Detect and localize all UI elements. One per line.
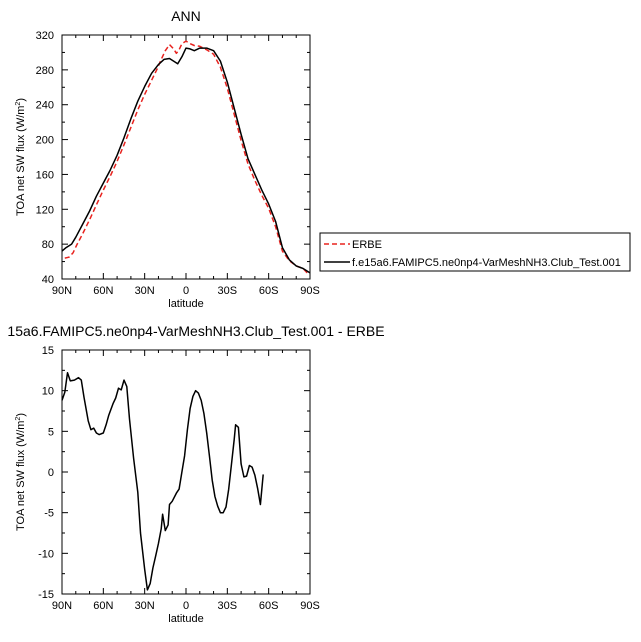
y-tick-label: 80 <box>42 239 54 251</box>
y-axis-label: TOA net SW flux (W/m2) <box>15 98 27 216</box>
plot-frame <box>61 349 311 595</box>
y-tick-label: 200 <box>36 135 54 147</box>
x-axis-label: latitude <box>168 613 203 625</box>
series-line-difference <box>61 372 264 591</box>
legend-label-model: f.e15a6.FAMIPC5.ne0np4-VarMeshNH3.Club_T… <box>352 257 621 269</box>
x-tick-label: 90N <box>52 600 72 612</box>
x-tick-label: 30N <box>135 285 155 297</box>
legend-label-erbe: ERBE <box>352 239 382 251</box>
y-axis-label-close: ) <box>15 98 27 102</box>
y-tick-label: 40 <box>42 274 54 286</box>
y-axis-label-text: TOA net SW flux (W/m <box>15 106 27 216</box>
chart-title: 15a6.FAMIPC5.ne0np4-VarMeshNH3.Club_Test… <box>7 323 384 339</box>
y-tick-label: -10 <box>38 548 54 560</box>
plot-frame <box>61 34 311 280</box>
y-axis-label-close: ) <box>15 413 27 417</box>
y-tick-label: 160 <box>36 169 54 181</box>
y-tick-label: 5 <box>48 426 54 438</box>
y-axis-label-text: TOA net SW flux (W/m <box>15 421 27 531</box>
y-tick-label: -15 <box>38 589 54 601</box>
x-tick-label: 0 <box>183 285 189 297</box>
x-tick-label: 30S <box>218 285 238 297</box>
x-tick-label: 30S <box>218 600 238 612</box>
y-axis-label-superscript: 2 <box>15 417 22 421</box>
y-axis-label-superscript: 2 <box>15 102 22 106</box>
x-tick-label: 90S <box>300 285 320 297</box>
x-tick-label: 60S <box>259 285 279 297</box>
y-tick-label: 10 <box>42 386 54 398</box>
chart-legend: ERBE f.e15a6.FAMIPC5.ne0np4-VarMeshNH3.Cl… <box>319 232 631 272</box>
y-tick-label: 240 <box>36 100 54 112</box>
y-tick-label: -5 <box>44 508 54 520</box>
y-tick-label: 320 <box>36 30 54 42</box>
y-tick-label: 0 <box>48 467 54 479</box>
x-tick-label: 0 <box>183 600 189 612</box>
y-tick-label: 15 <box>42 345 54 357</box>
x-tick-label: 30N <box>135 600 155 612</box>
x-tick-label: 90N <box>52 285 72 297</box>
series-line-erbe <box>64 40 308 274</box>
chart-title: ANN <box>171 8 201 24</box>
difference-chart-panel: 15a6.FAMIPC5.ne0np4-VarMeshNH3.Club_Test… <box>7 323 384 625</box>
y-axis-label: TOA net SW flux (W/m2) <box>15 413 27 531</box>
y-tick-label: 280 <box>36 65 54 77</box>
x-tick-label: 90S <box>300 600 320 612</box>
x-axis-label: latitude <box>168 298 203 310</box>
x-tick-label: 60S <box>259 600 279 612</box>
top-chart-panel: ANN 90N 60N 30N 0 30S 60S 90S 40 80 120 160 200 240 28… <box>15 8 631 310</box>
legend-box <box>319 232 631 272</box>
x-tick-label: 60N <box>93 600 113 612</box>
series-line-model <box>61 47 311 274</box>
y-tick-label: 120 <box>36 204 54 216</box>
x-tick-label: 60N <box>93 285 113 297</box>
